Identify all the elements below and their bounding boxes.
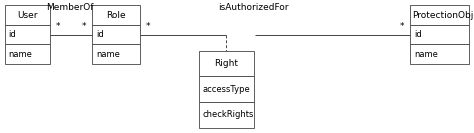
Text: name: name xyxy=(9,50,32,59)
Text: MemberOf: MemberOf xyxy=(46,3,94,12)
Text: *: * xyxy=(55,22,60,31)
Bar xyxy=(5,44,50,64)
Bar xyxy=(199,51,254,76)
Text: id: id xyxy=(9,30,16,39)
Text: name: name xyxy=(96,50,120,59)
Text: *: * xyxy=(400,22,404,31)
Text: name: name xyxy=(414,50,438,59)
Text: checkRights: checkRights xyxy=(203,110,254,119)
Bar xyxy=(92,25,140,44)
Bar xyxy=(199,102,254,128)
Bar xyxy=(92,44,140,64)
Text: User: User xyxy=(17,11,37,20)
Bar xyxy=(5,5,50,25)
Bar xyxy=(5,25,50,44)
Text: *: * xyxy=(82,22,87,31)
Text: Right: Right xyxy=(214,59,238,68)
Text: *: * xyxy=(146,22,150,31)
Text: id: id xyxy=(414,30,421,39)
Text: ProtectionObject: ProtectionObject xyxy=(412,11,474,20)
Bar xyxy=(199,76,254,102)
Text: isAuthorizedFor: isAuthorizedFor xyxy=(219,3,289,12)
Bar xyxy=(410,44,469,64)
Text: accessType: accessType xyxy=(203,85,251,94)
Bar xyxy=(410,25,469,44)
Bar xyxy=(92,5,140,25)
Text: id: id xyxy=(96,30,104,39)
Bar xyxy=(410,5,469,25)
Text: Role: Role xyxy=(106,11,126,20)
